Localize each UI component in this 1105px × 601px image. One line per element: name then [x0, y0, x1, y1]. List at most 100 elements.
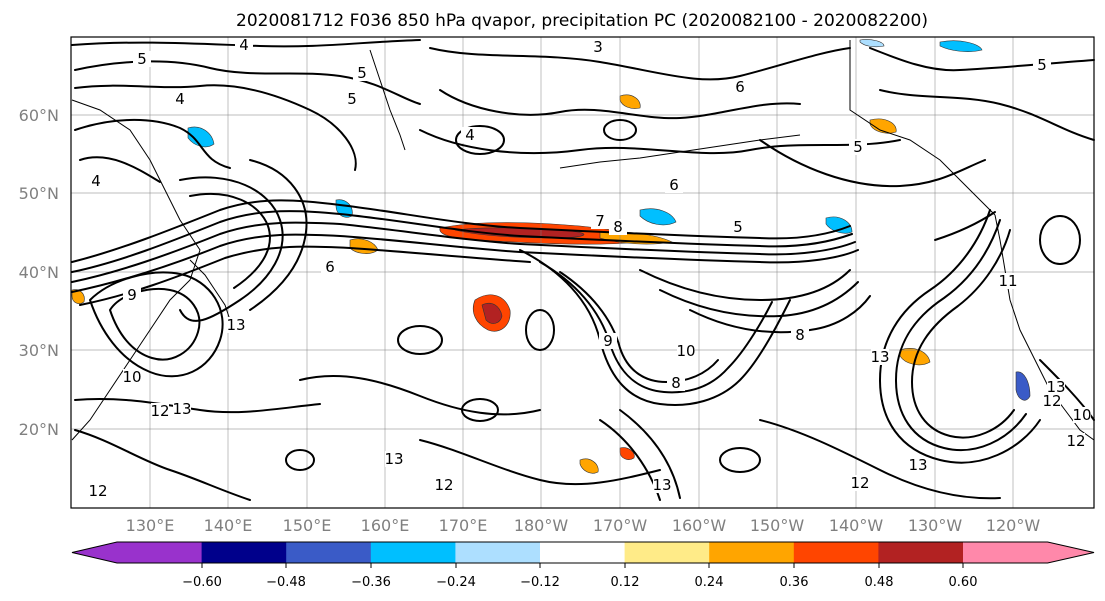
contour-line: [74, 429, 251, 501]
contour-label: 12: [1066, 432, 1085, 450]
contour-line: [74, 397, 321, 414]
precip-area: [481, 302, 503, 324]
contour-line: [79, 156, 161, 183]
latitude-labels: 60°N 50°N 40°N 30°N 20°N: [19, 106, 59, 439]
contour-line: [179, 176, 284, 322]
contour-line: [71, 221, 856, 283]
contour-label: 13: [384, 450, 403, 468]
contour-label-bg: [227, 317, 245, 333]
colorbar-segment: [201, 542, 287, 563]
lat-label: 50°N: [19, 184, 59, 203]
contour-line: [719, 447, 761, 473]
contour-line: [74, 84, 357, 171]
colorbar-label: 0.24: [695, 575, 724, 590]
colorbar-segment: [624, 542, 710, 563]
map-frame: [70, 36, 1095, 509]
contour-label-bg: [667, 375, 685, 391]
contour-label-bg: [665, 177, 683, 193]
contour-line: [879, 89, 1095, 141]
contour-label: 4: [465, 126, 475, 144]
contour-label: 4: [91, 172, 101, 190]
colorbar-label: −0.24: [436, 575, 476, 590]
graticule: [71, 37, 1094, 508]
lon-label: 140°W: [829, 516, 884, 535]
contour-label: 13: [870, 348, 889, 366]
contour-label-bg: [791, 327, 809, 343]
contour-label-bg: [151, 403, 169, 419]
lon-label: 150°E: [283, 516, 332, 535]
precip-area: [825, 216, 853, 234]
contour-label: 13: [226, 316, 245, 334]
contour-line: [285, 449, 315, 471]
contour-label: 12: [850, 474, 869, 492]
contour-line: [89, 271, 224, 378]
colorbar-label: 0.60: [949, 575, 978, 590]
contour-label-bg: [1073, 407, 1091, 423]
figure-title: 2020081712 F036 850 hPa qvapor, precipit…: [236, 11, 928, 31]
contour-label-bg: [343, 91, 361, 107]
contour-label-bg: [123, 369, 141, 385]
contour-label: 5: [347, 90, 357, 108]
contour-line: [71, 199, 851, 263]
contour-label-bg: [321, 259, 339, 275]
contour-label: 9: [603, 332, 613, 350]
contour-line: [71, 210, 853, 273]
contour-line: [539, 261, 773, 394]
precip-area: [187, 126, 215, 148]
contour-line: [397, 325, 443, 355]
contour-label-bg: [385, 451, 403, 467]
aleutian-islands: [559, 134, 801, 169]
map-background: [71, 37, 1094, 508]
contour-line: [759, 139, 986, 188]
contour-label-bg: [653, 477, 671, 493]
contour-label-bg: [435, 477, 453, 493]
contour-label: 7: [595, 212, 605, 230]
coastline-kamchatka: [369, 49, 406, 151]
precip-area: [619, 94, 641, 109]
contour-line: [74, 118, 231, 169]
contour-label-bg: [591, 213, 609, 229]
contour-label-bg: [871, 349, 889, 365]
contour-label: 13: [652, 476, 671, 494]
contour-label-bg: [235, 37, 253, 53]
contour-label-bg: [89, 483, 107, 499]
contour-label-bg: [1043, 393, 1061, 409]
contour-line: [869, 47, 1095, 72]
lon-label: 170°E: [439, 516, 488, 535]
precip-shading: [71, 39, 1031, 474]
contour-line: [461, 398, 499, 422]
contour-label-bg: [133, 51, 151, 67]
contour-line: [71, 39, 421, 48]
contour-label-bg: [729, 219, 747, 235]
contour-label: 6: [669, 176, 679, 194]
contour-label-bg: [599, 333, 617, 349]
contour-line: [439, 89, 801, 120]
contour-label: 8: [671, 374, 681, 392]
lon-label: 130°E: [126, 516, 175, 535]
colorbar-segment: [878, 542, 964, 563]
colorbar-segment: [793, 542, 879, 563]
contour-label: 10: [122, 368, 141, 386]
precip-area: [619, 447, 635, 460]
colorbar-segment: [370, 542, 456, 563]
contour-label-bg: [1047, 379, 1065, 395]
colorbar-segment: [540, 542, 626, 563]
contour-label: 3: [593, 38, 603, 56]
lat-label: 20°N: [19, 420, 59, 439]
contour-label-bg: [909, 457, 927, 473]
lon-label: 140°E: [204, 516, 253, 535]
contour-line: [934, 211, 996, 241]
colorbar-extend-max: [1047, 542, 1094, 563]
contour-line: [559, 271, 719, 383]
contour-label-bg: [731, 79, 749, 95]
contour-line: [759, 419, 1001, 500]
colorbar-label: 0.12: [611, 575, 640, 590]
colorbar-label: 0.48: [865, 575, 894, 590]
contour-line: [639, 269, 851, 301]
contour-label: 13: [1046, 378, 1065, 396]
colorbar: −0.60 −0.48 −0.36 −0.24 −0.12 0.12 0.24 …: [71, 541, 1095, 590]
contour-line: [249, 159, 308, 311]
colorbar-outline: [71, 541, 1095, 564]
colorbar-segments: [71, 541, 1095, 564]
